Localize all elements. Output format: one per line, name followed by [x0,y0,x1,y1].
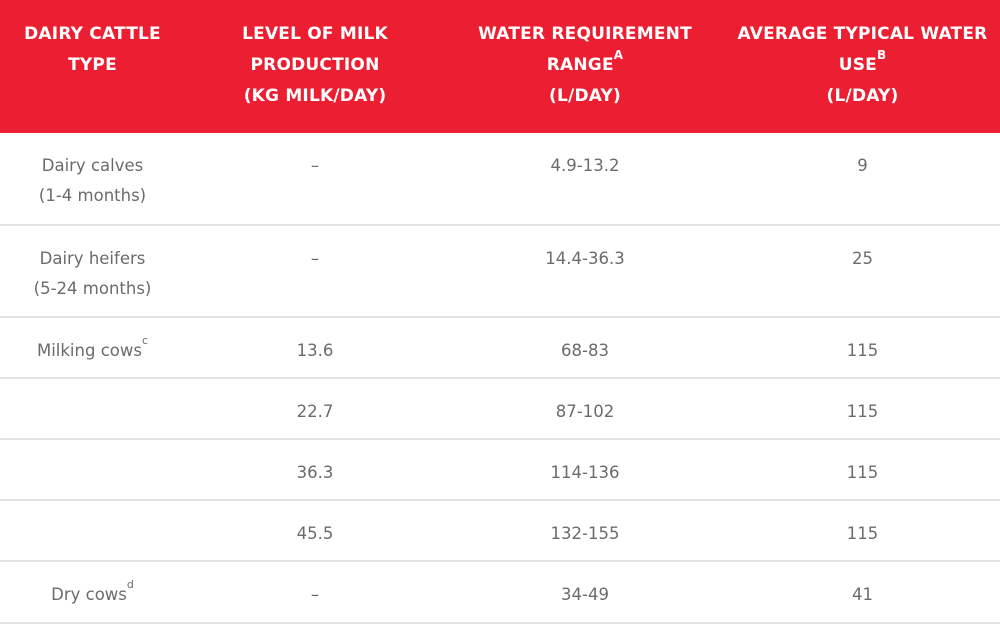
header-line: AVERAGE TYPICAL WATER [737,24,988,44]
header-line: LEVEL OF MILK [242,24,388,44]
table-row: 36.3 114-136 115 [0,439,1000,500]
table-header: DAIRY CATTLE TYPE LEVEL OF MILK PRODUCTI… [0,0,1000,133]
header-row: DAIRY CATTLE TYPE LEVEL OF MILK PRODUCTI… [0,0,1000,133]
header-line: (KG MILK/DAY) [243,86,387,106]
dairy-water-table: DAIRY CATTLE TYPE LEVEL OF MILK PRODUCTI… [0,0,1000,623]
cell-milk-production: – [310,585,320,604]
header-water-requirement-range: WATER REQUIREMENT RANGEA (L/DAY) [445,0,725,133]
cell-water-range: 114-136 [550,463,620,482]
header-text: RANGE [546,55,614,75]
cell-cattle-type: Milking cowsc [0,317,185,378]
cell-milk-production: 13.6 [296,341,334,360]
cell-milk-production: – [310,156,320,175]
table-row: Milking cowsc 13.6 68-83 115 [0,317,1000,378]
cell-typical-use: 115 [846,463,879,482]
cell-water-range: 34-49 [561,585,609,604]
cell-line: (5-24 months) [33,279,152,298]
cell-cattle-type: Dairy calves (1-4 months) [0,133,185,225]
cell-milk-production: 45.5 [296,524,334,543]
footnote-marker: d [126,577,134,591]
cell-water-range: 4.9-13.2 [550,156,620,175]
header-line: TYPE [68,55,117,75]
cell-water-range: 87-102 [555,402,615,421]
cell-line: Milking cows [36,341,142,360]
footnote-marker: A [613,48,624,63]
cell-water-range: 132-155 [550,524,620,543]
cell-milk-production: 36.3 [296,463,334,482]
cell-cattle-type: Dry cowsd [0,561,185,623]
cell-typical-use: 115 [846,402,879,421]
footnote-marker: B [876,48,887,63]
table-row: 45.5 132-155 115 [0,500,1000,561]
header-line: PRODUCTION [250,55,380,75]
cell-line: Dry cows [51,585,127,604]
cell-line: (1-4 months) [38,186,147,205]
cell-water-range: 68-83 [561,341,609,360]
cell-milk-production: 22.7 [296,402,334,421]
cell-line: Dairy calves [41,156,144,175]
table-row: Dry cowsd – 34-49 41 [0,561,1000,623]
table-body: Dairy calves (1-4 months) – 4.9-13.2 9 D… [0,133,1000,623]
header-line: DAIRY CATTLE [24,24,161,44]
header-line: WATER REQUIREMENT [478,24,692,44]
cell-milk-production: – [310,249,320,268]
header-line: RANGEA [451,48,719,81]
cell-typical-use: 115 [846,524,879,543]
cell-line: Dairy heifers [39,249,146,268]
header-cattle-type: DAIRY CATTLE TYPE [0,0,185,133]
header-line: USEB [731,48,994,81]
cell-typical-use: 41 [852,585,873,604]
footnote-marker: c [141,333,149,347]
table-row: Dairy calves (1-4 months) – 4.9-13.2 9 [0,133,1000,225]
cell-typical-use: 115 [846,341,879,360]
header-milk-production: LEVEL OF MILK PRODUCTION (KG MILK/DAY) [185,0,445,133]
header-line: (L/DAY) [826,86,899,106]
header-text: USE [838,55,877,75]
cell-cattle-type: Dairy heifers (5-24 months) [0,225,185,317]
cell-cattle-type [0,439,185,500]
table-row: 22.7 87-102 115 [0,378,1000,439]
cell-typical-use: 25 [852,249,873,268]
cell-typical-use: 9 [857,156,868,175]
cell-cattle-type [0,500,185,561]
header-average-typical-water-use: AVERAGE TYPICAL WATER USEB (L/DAY) [725,0,1000,133]
table-row: Dairy heifers (5-24 months) – 14.4-36.3 … [0,225,1000,317]
cell-cattle-type [0,378,185,439]
cell-water-range: 14.4-36.3 [545,249,625,268]
header-line: (L/DAY) [549,86,621,106]
